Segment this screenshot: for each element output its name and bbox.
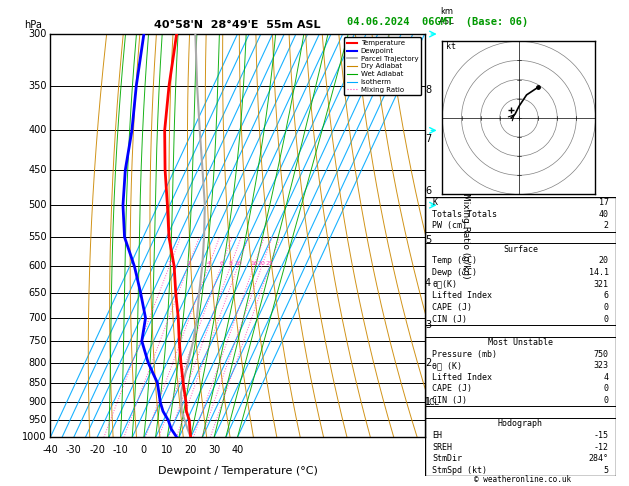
Text: Lifted Index: Lifted Index [432,291,493,300]
Text: θᴇ(K): θᴇ(K) [432,279,457,289]
Text: 40: 40 [599,210,609,219]
Text: 40: 40 [231,446,243,455]
Text: kt: kt [446,42,456,51]
Text: 14.1: 14.1 [589,268,609,277]
Text: 1: 1 [167,261,171,266]
Text: StmDir: StmDir [432,454,462,463]
Text: 2: 2 [425,358,431,367]
Text: 2: 2 [604,222,609,230]
Text: Totals Totals: Totals Totals [432,210,498,219]
Text: EH: EH [432,431,442,440]
Text: 20: 20 [184,446,197,455]
Text: 5: 5 [425,235,431,245]
Text: CAPE (J): CAPE (J) [432,384,472,394]
Text: 0: 0 [604,396,609,405]
Text: 4: 4 [604,373,609,382]
Text: 1000: 1000 [22,433,47,442]
Text: θᴇ (K): θᴇ (K) [432,361,462,370]
Text: 2: 2 [186,261,191,266]
Text: StmSpd (kt): StmSpd (kt) [432,466,487,475]
Text: -20: -20 [89,446,105,455]
Text: SREH: SREH [432,443,452,451]
Text: 900: 900 [28,397,47,407]
Text: 750: 750 [594,349,609,359]
Text: 400: 400 [28,125,47,136]
Text: Lifted Index: Lifted Index [432,373,493,382]
Text: 0: 0 [604,384,609,394]
Text: Most Unstable: Most Unstable [488,338,553,347]
Text: 321: 321 [594,279,609,289]
Text: -12: -12 [594,443,609,451]
Text: 950: 950 [28,415,47,425]
Title: 40°58'N  28°49'E  55m ASL: 40°58'N 28°49'E 55m ASL [154,20,321,31]
Text: 450: 450 [28,165,47,175]
Text: -15: -15 [594,431,609,440]
Text: LCL: LCL [425,398,438,407]
Text: 7: 7 [425,134,431,144]
Text: 6: 6 [425,187,431,196]
Text: 750: 750 [28,336,47,346]
Text: Surface: Surface [503,245,538,254]
Text: 650: 650 [28,288,47,298]
Text: 600: 600 [28,261,47,271]
Text: CIN (J): CIN (J) [432,314,467,324]
Text: © weatheronline.co.uk: © weatheronline.co.uk [474,474,571,484]
Text: 350: 350 [28,81,47,91]
Text: 300: 300 [28,29,47,39]
Text: 3: 3 [425,320,431,330]
Text: km
ASL: km ASL [439,7,455,26]
Text: 30: 30 [208,446,220,455]
Legend: Temperature, Dewpoint, Parcel Trajectory, Dry Adiabat, Wet Adiabat, Isotherm, Mi: Temperature, Dewpoint, Parcel Trajectory… [344,37,421,95]
Text: PW (cm): PW (cm) [432,222,467,230]
Text: 25: 25 [266,261,274,266]
Text: 6: 6 [604,291,609,300]
Text: CIN (J): CIN (J) [432,396,467,405]
Text: 8: 8 [228,261,232,266]
Text: 16: 16 [250,261,258,266]
Text: 20: 20 [599,257,609,265]
Text: 500: 500 [28,200,47,210]
Text: 17: 17 [599,198,609,207]
Text: hPa: hPa [24,20,42,30]
Text: 550: 550 [28,232,47,242]
Text: CAPE (J): CAPE (J) [432,303,472,312]
Text: Pressure (mb): Pressure (mb) [432,349,498,359]
Text: 8: 8 [425,86,431,95]
Text: 6: 6 [220,261,223,266]
Text: 800: 800 [28,358,47,367]
Text: 20: 20 [258,261,265,266]
Text: 4: 4 [425,278,431,288]
Text: 10: 10 [234,261,242,266]
Text: 1: 1 [425,397,431,407]
Text: 0: 0 [604,314,609,324]
Text: 700: 700 [28,313,47,323]
Text: Dewpoint / Temperature (°C): Dewpoint / Temperature (°C) [157,466,318,476]
Text: 04.06.2024  06GMT  (Base: 06): 04.06.2024 06GMT (Base: 06) [347,17,528,27]
Text: -10: -10 [113,446,128,455]
Text: 0: 0 [604,303,609,312]
Text: Temp (°C): Temp (°C) [432,257,477,265]
Text: 4: 4 [207,261,211,266]
Text: 5: 5 [604,466,609,475]
Text: 323: 323 [594,361,609,370]
Text: 0: 0 [141,446,147,455]
Text: Hodograph: Hodograph [498,419,543,428]
Text: 10: 10 [161,446,174,455]
Text: -40: -40 [42,446,58,455]
Text: 284°: 284° [589,454,609,463]
Text: Mixing Ratio (g/kg): Mixing Ratio (g/kg) [461,193,470,278]
Text: -30: -30 [66,446,82,455]
Text: 850: 850 [28,378,47,388]
Text: K: K [432,198,437,207]
Text: Dewp (°C): Dewp (°C) [432,268,477,277]
